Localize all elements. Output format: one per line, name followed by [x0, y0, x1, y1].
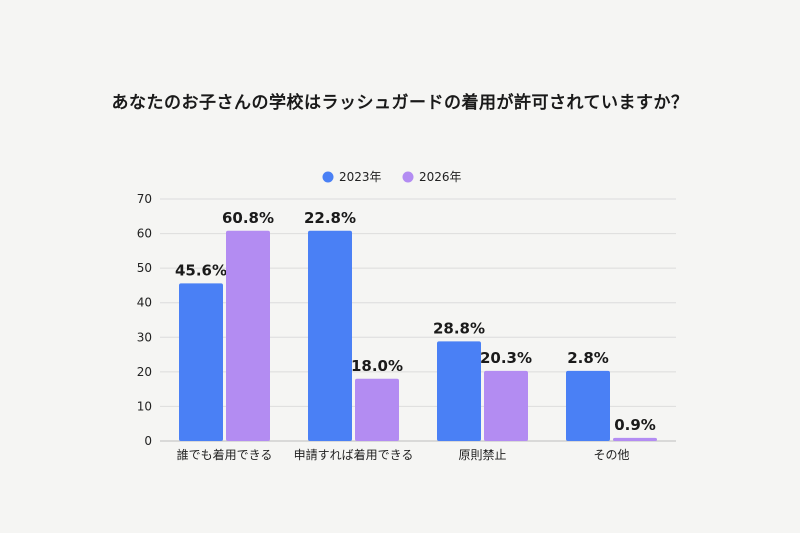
data-label-1-0: 22.8% — [304, 209, 356, 227]
bar-0-1 — [226, 230, 270, 441]
data-label-3-0: 2.8% — [567, 349, 609, 367]
y-tick-label-30: 30 — [137, 330, 152, 344]
bar-1-0 — [308, 230, 352, 441]
data-label-0-1: 60.8% — [222, 209, 274, 227]
bar-2-0 — [437, 341, 481, 441]
bar-2-1 — [484, 370, 528, 441]
x-category-label-1: 申請すれば着用できる — [294, 447, 414, 462]
y-tick-label-20: 20 — [137, 365, 152, 379]
y-tick-label-50: 50 — [137, 261, 152, 275]
legend-swatch-1 — [402, 171, 414, 183]
bar-1-1 — [355, 378, 399, 441]
data-label-2-1: 20.3% — [480, 349, 532, 367]
data-label-3-1: 0.9% — [614, 416, 656, 434]
y-tick-label-0: 0 — [144, 434, 152, 448]
y-tick-label-10: 10 — [137, 399, 152, 413]
bar-3-1 — [613, 437, 657, 441]
data-label-1-1: 18.0% — [351, 357, 403, 375]
legend-label-0: 2023年 — [339, 170, 382, 184]
data-label-0-0: 45.6% — [175, 261, 227, 279]
data-label-2-0: 28.8% — [433, 319, 485, 337]
chart-title: あなたのお子さんの学校はラッシュガードの着用が許可されていますか？ — [111, 93, 689, 113]
bar-0-0 — [179, 283, 223, 441]
x-category-label-0: 誰でも着用できる — [177, 447, 273, 462]
legend-swatch-0 — [322, 171, 334, 183]
x-category-label-2: 原則禁止 — [458, 448, 506, 462]
bar-3-0 — [566, 370, 610, 441]
x-category-label-3: その他 — [593, 448, 629, 462]
y-tick-label-60: 60 — [137, 227, 152, 241]
legend-label-1: 2026年 — [419, 170, 462, 184]
y-tick-label-40: 40 — [137, 296, 152, 310]
y-tick-label-70: 70 — [137, 192, 152, 206]
